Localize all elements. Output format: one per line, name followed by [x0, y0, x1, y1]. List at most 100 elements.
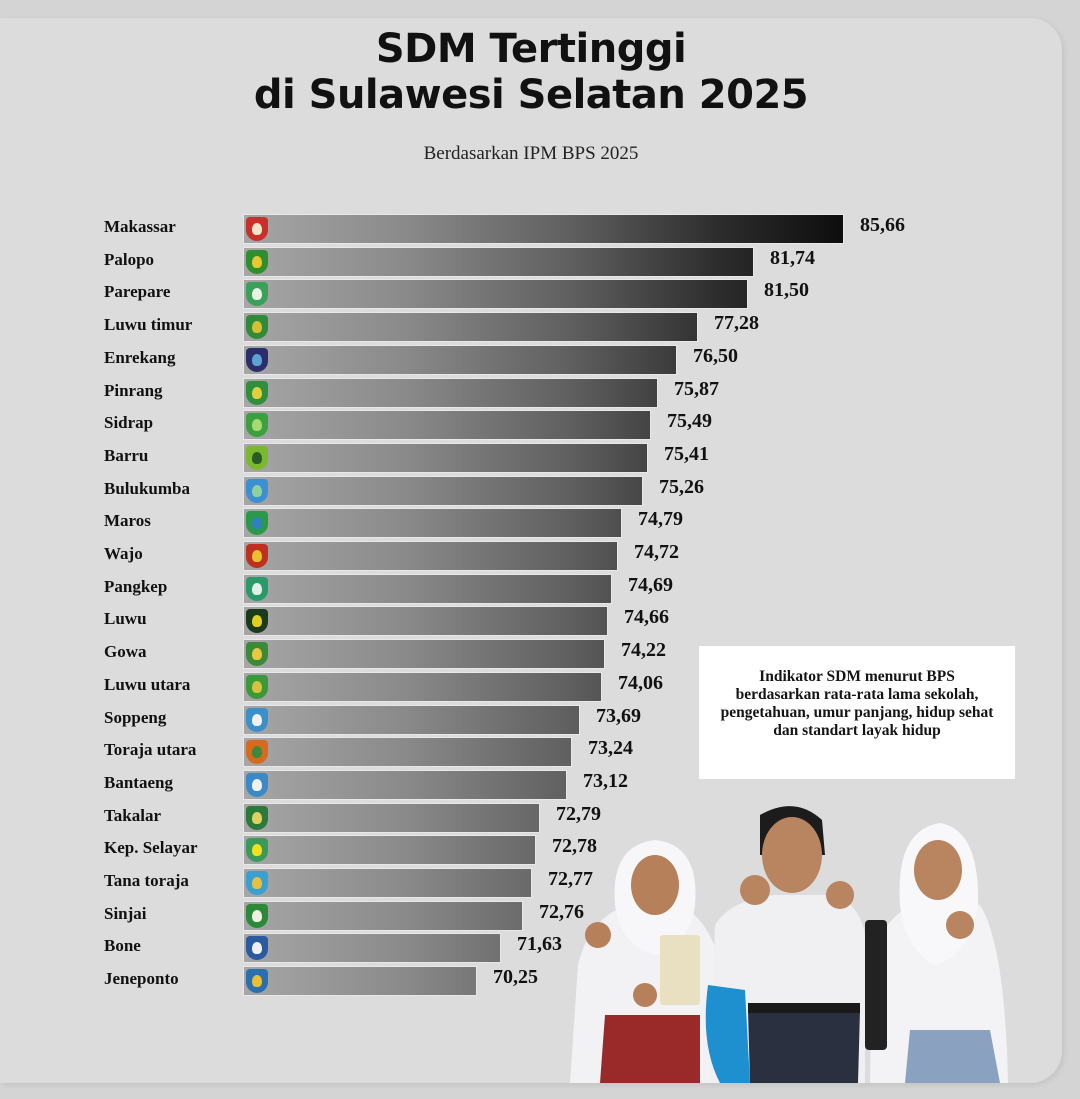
regency-emblem-icon	[246, 217, 268, 241]
bar-row: Pangkep 74,69	[0, 574, 1000, 603]
bar	[244, 574, 611, 603]
emblem-center-icon	[252, 648, 262, 661]
emblem-center-icon	[252, 451, 262, 464]
regency-emblem-icon	[246, 903, 268, 928]
bar-value: 75,49	[667, 410, 712, 433]
bar-row: Takalar 72,79	[0, 802, 1000, 832]
bar-label: Luwu	[104, 609, 147, 629]
bar-value: 72,79	[556, 802, 601, 825]
chart-subtitle: Berdasarkan IPM BPS 2025	[423, 143, 639, 164]
emblem-center-icon	[252, 419, 262, 432]
bar-value: 75,41	[664, 442, 709, 465]
bar-row: Soppeng 73,69	[0, 704, 1000, 734]
bar-label: Parepare	[104, 282, 171, 302]
students-illustration	[570, 806, 1008, 1083]
bar	[244, 313, 697, 342]
emblem-center-icon	[252, 680, 262, 693]
bar	[244, 705, 579, 734]
bar-row: Tana toraja 72,77	[0, 868, 1000, 897]
regency-emblem-icon	[246, 445, 268, 470]
emblem-center-icon	[252, 582, 262, 595]
title-line-2: di Sulawesi Selatan 2025	[253, 72, 809, 118]
bar-value: 73,69	[596, 704, 641, 727]
regency-emblem-icon	[246, 478, 268, 503]
bar-value: 74,06	[618, 671, 663, 694]
bar-value: 72,76	[539, 900, 584, 923]
bar-value: 72,77	[548, 868, 593, 890]
bar	[244, 607, 607, 636]
bar-label: Barru	[104, 445, 149, 465]
emblem-center-icon	[252, 255, 262, 268]
bar-row: Luwu 74,66	[0, 606, 1000, 636]
bar-value: 75,87	[674, 377, 719, 400]
bar-label: Pangkep	[104, 576, 168, 596]
emblem-center-icon	[252, 353, 262, 366]
regency-emblem-icon	[246, 544, 268, 568]
bar	[244, 411, 650, 440]
regency-emblem-icon	[246, 969, 268, 994]
bar-label: Bantaeng	[104, 772, 173, 792]
regency-emblem-icon	[246, 347, 268, 372]
regency-emblem-icon	[246, 642, 268, 667]
bar	[244, 901, 522, 930]
bar	[244, 967, 476, 996]
bar	[244, 672, 601, 701]
student-girl-left	[570, 840, 725, 1083]
students-photo	[560, 795, 1020, 1083]
student-boy-center	[705, 806, 865, 1083]
title-line-1: SDM Tertinggi	[375, 26, 687, 72]
bar-value: 71,63	[517, 933, 562, 956]
bar	[244, 215, 843, 243]
bar-value: 74,79	[638, 508, 683, 531]
emblem-center-icon	[252, 484, 262, 497]
bar	[244, 934, 500, 963]
regency-emblem-icon	[246, 249, 268, 274]
bar-label: Sidrap	[104, 413, 154, 433]
regency-emblem-icon	[246, 707, 268, 732]
info-line-3: pengetahuan, umur panjang, hidup sehat	[720, 704, 994, 721]
bar-label: Kep. Selayar	[104, 838, 198, 858]
bar-label: Bulukumba	[104, 478, 190, 498]
info-line-1: Indikator SDM menurut BPS	[759, 668, 955, 685]
bar	[244, 443, 647, 472]
bar-value: 74,22	[621, 639, 666, 662]
bar-label: Takalar	[104, 805, 162, 825]
bar-label: Tana toraja	[104, 871, 189, 890]
regency-emblem-icon	[246, 772, 268, 797]
bar-label: Gowa	[104, 642, 147, 662]
regency-emblem-icon	[246, 315, 268, 340]
emblem-center-icon	[252, 811, 262, 824]
emblem-center-icon	[252, 713, 262, 726]
info-box: Indikator SDM menurut BPS berdasarkan ra…	[699, 646, 1015, 779]
bar-label: Bone	[104, 936, 141, 956]
bar-label: Luwu utara	[104, 674, 191, 694]
emblem-center-icon	[252, 386, 262, 399]
bar	[244, 280, 747, 309]
bar-value: 72,78	[552, 835, 597, 858]
regency-emblem-icon	[246, 576, 268, 601]
student-girl-right	[865, 823, 1008, 1083]
info-line-4: dan standart layak hidup	[773, 722, 941, 739]
bar	[244, 803, 539, 832]
bar-row: Parepare 81,50	[0, 279, 1000, 309]
bar-label: Makassar	[104, 217, 176, 236]
regency-emblem-icon	[246, 740, 268, 765]
regency-emblem-icon	[246, 282, 268, 307]
bar-row: Kep. Selayar 72,78	[0, 835, 1000, 865]
bar-value: 73,24	[588, 737, 633, 760]
emblem-center-icon	[252, 942, 262, 955]
bar-row: Maros 74,79	[0, 508, 1000, 538]
bar-label: Jeneponto	[104, 969, 179, 989]
regency-emblem-icon	[246, 936, 268, 961]
bar-value: 77,28	[714, 312, 759, 335]
bar-value: 74,66	[624, 606, 669, 629]
bar	[244, 640, 604, 669]
emblem-center-icon	[252, 844, 262, 857]
emblem-center-icon	[252, 877, 262, 889]
bar-row: Wajo 74,72	[0, 541, 1000, 570]
chart-title: SDM Tertinggi di Sulawesi Selatan 2025	[0, 26, 1062, 118]
bar-label: Soppeng	[104, 707, 167, 727]
regency-emblem-icon	[246, 609, 268, 634]
bar-value: 81,74	[770, 246, 815, 269]
bar	[244, 542, 617, 570]
